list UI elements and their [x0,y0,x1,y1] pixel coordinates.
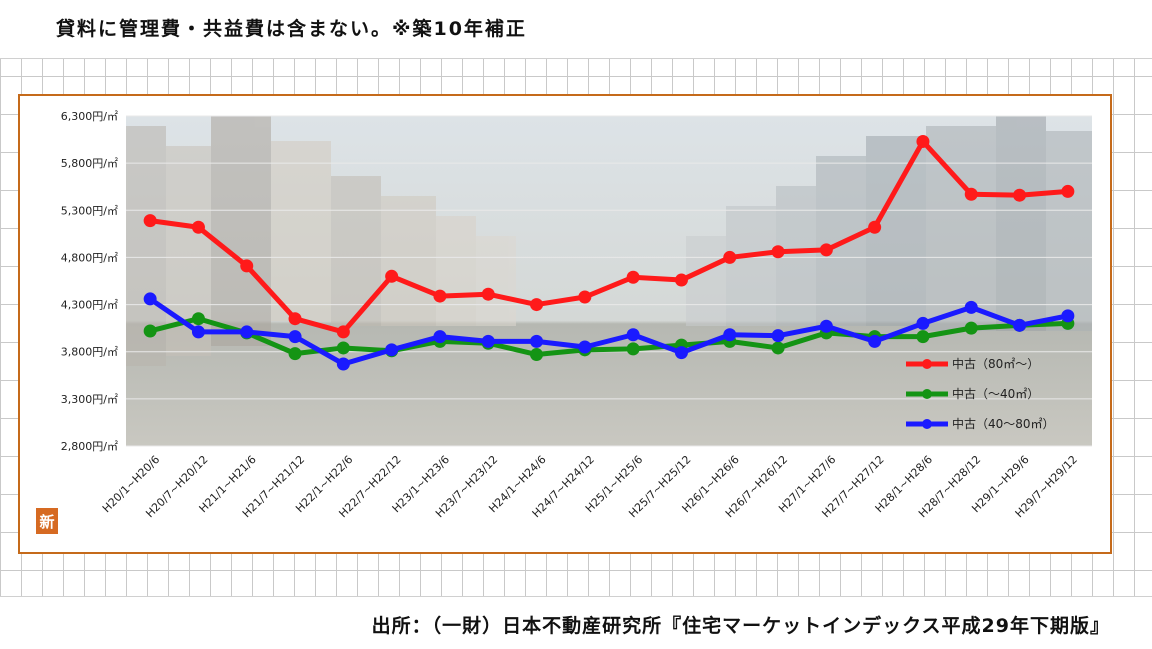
data-point [964,187,978,201]
data-point [771,245,785,259]
series-line [149,316,1068,358]
data-point [916,316,930,330]
data-point [336,357,350,371]
legend-marker [922,389,932,399]
data-point [336,325,350,339]
data-point [626,328,640,342]
data-point [674,346,688,360]
note-text: 貸料に管理費・共益費は含まない。※築10年補正 [56,18,527,40]
data-point [143,292,157,306]
data-point [578,290,592,304]
data-point [723,328,737,342]
data-point [288,347,302,361]
data-point [336,341,350,355]
y-tick-label: 5,300円/㎡ [61,204,118,217]
chart-frame: 6,300円/㎡ 5,800円/㎡ 5,300円/㎡ 4,800円/㎡ 4,300円/㎡… [18,94,1112,554]
data-point [674,273,688,287]
y-tick-label: 2,800円/㎡ [61,440,118,453]
series-line [148,296,1069,367]
data-point [868,220,882,234]
logo-box [36,508,58,534]
data-point [191,220,205,234]
data-point [385,269,399,283]
data-point [433,289,447,303]
data-point [868,334,882,348]
data-point [626,270,640,284]
y-tick-label: 3,800円/㎡ [61,346,118,359]
data-point [964,300,978,314]
data-point [530,298,544,312]
y-tick-label: 4,800円/㎡ [61,251,118,264]
source-text: 出所：（一財）日本不動産研究所『住宅マーケットインデックス平成29年下期版』 [371,615,1110,637]
data-point [481,287,495,301]
legend-marker [922,419,932,429]
series-line [149,138,1069,335]
data-point [916,330,930,344]
top-note-band: 貸料に管理費・共益費は含まない。※築10年補正 [0,0,1152,59]
data-point [1013,318,1027,332]
data-point [819,319,833,333]
background-buildings [126,116,1092,366]
y-tick-label: 3,300円/㎡ [61,393,118,406]
data-point [240,259,254,273]
data-point [530,348,544,362]
y-tick-label: 5,800円/㎡ [61,157,118,170]
data-point [771,341,785,355]
data-point [626,342,640,356]
data-point [530,334,544,348]
data-point [578,340,592,354]
data-point [385,343,399,357]
data-point [723,250,737,264]
data-point [191,325,205,339]
legend-marker [922,359,932,369]
y-tick-label: 4,300円/㎡ [61,299,118,312]
data-point [916,134,930,148]
data-point [191,312,205,326]
data-point [771,329,785,343]
y-tick-label: 6,300円/㎡ [61,110,118,123]
data-point [143,214,157,228]
data-point [819,243,833,257]
data-point [240,325,254,339]
data-point [1061,309,1075,323]
data-point [964,321,978,335]
legend-label: 中古（～40㎡） [952,386,1039,401]
data-point [288,330,302,344]
data-point [433,330,447,344]
line-chart: 6,300円/㎡ 5,800円/㎡ 5,300円/㎡ 4,800円/㎡ 4,300円/㎡… [36,110,1092,534]
data-point [1061,184,1075,198]
data-point [481,334,495,348]
data-point [288,312,302,326]
data-point [143,324,157,338]
legend-label: 中古（80㎡～） [952,356,1039,371]
data-point [1013,188,1027,202]
logo-text: 新 [39,513,54,531]
source-band: 出所：（一財）日本不動産研究所『住宅マーケットインデックス平成29年下期版』 [0,596,1152,649]
legend-label: 中古（40～80㎡） [952,416,1055,431]
